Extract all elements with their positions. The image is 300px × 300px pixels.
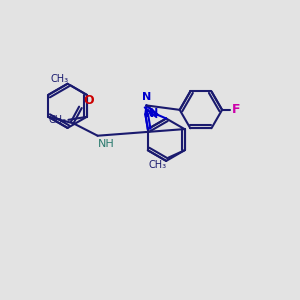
Text: N: N — [142, 92, 152, 103]
Text: F: F — [232, 103, 240, 116]
Text: CH₃: CH₃ — [51, 74, 69, 84]
Text: CH₃: CH₃ — [149, 160, 167, 170]
Text: O: O — [83, 94, 94, 106]
Text: N: N — [149, 108, 158, 118]
Text: N: N — [145, 109, 154, 118]
Text: NH: NH — [98, 139, 114, 149]
Text: CH₃: CH₃ — [49, 115, 67, 125]
